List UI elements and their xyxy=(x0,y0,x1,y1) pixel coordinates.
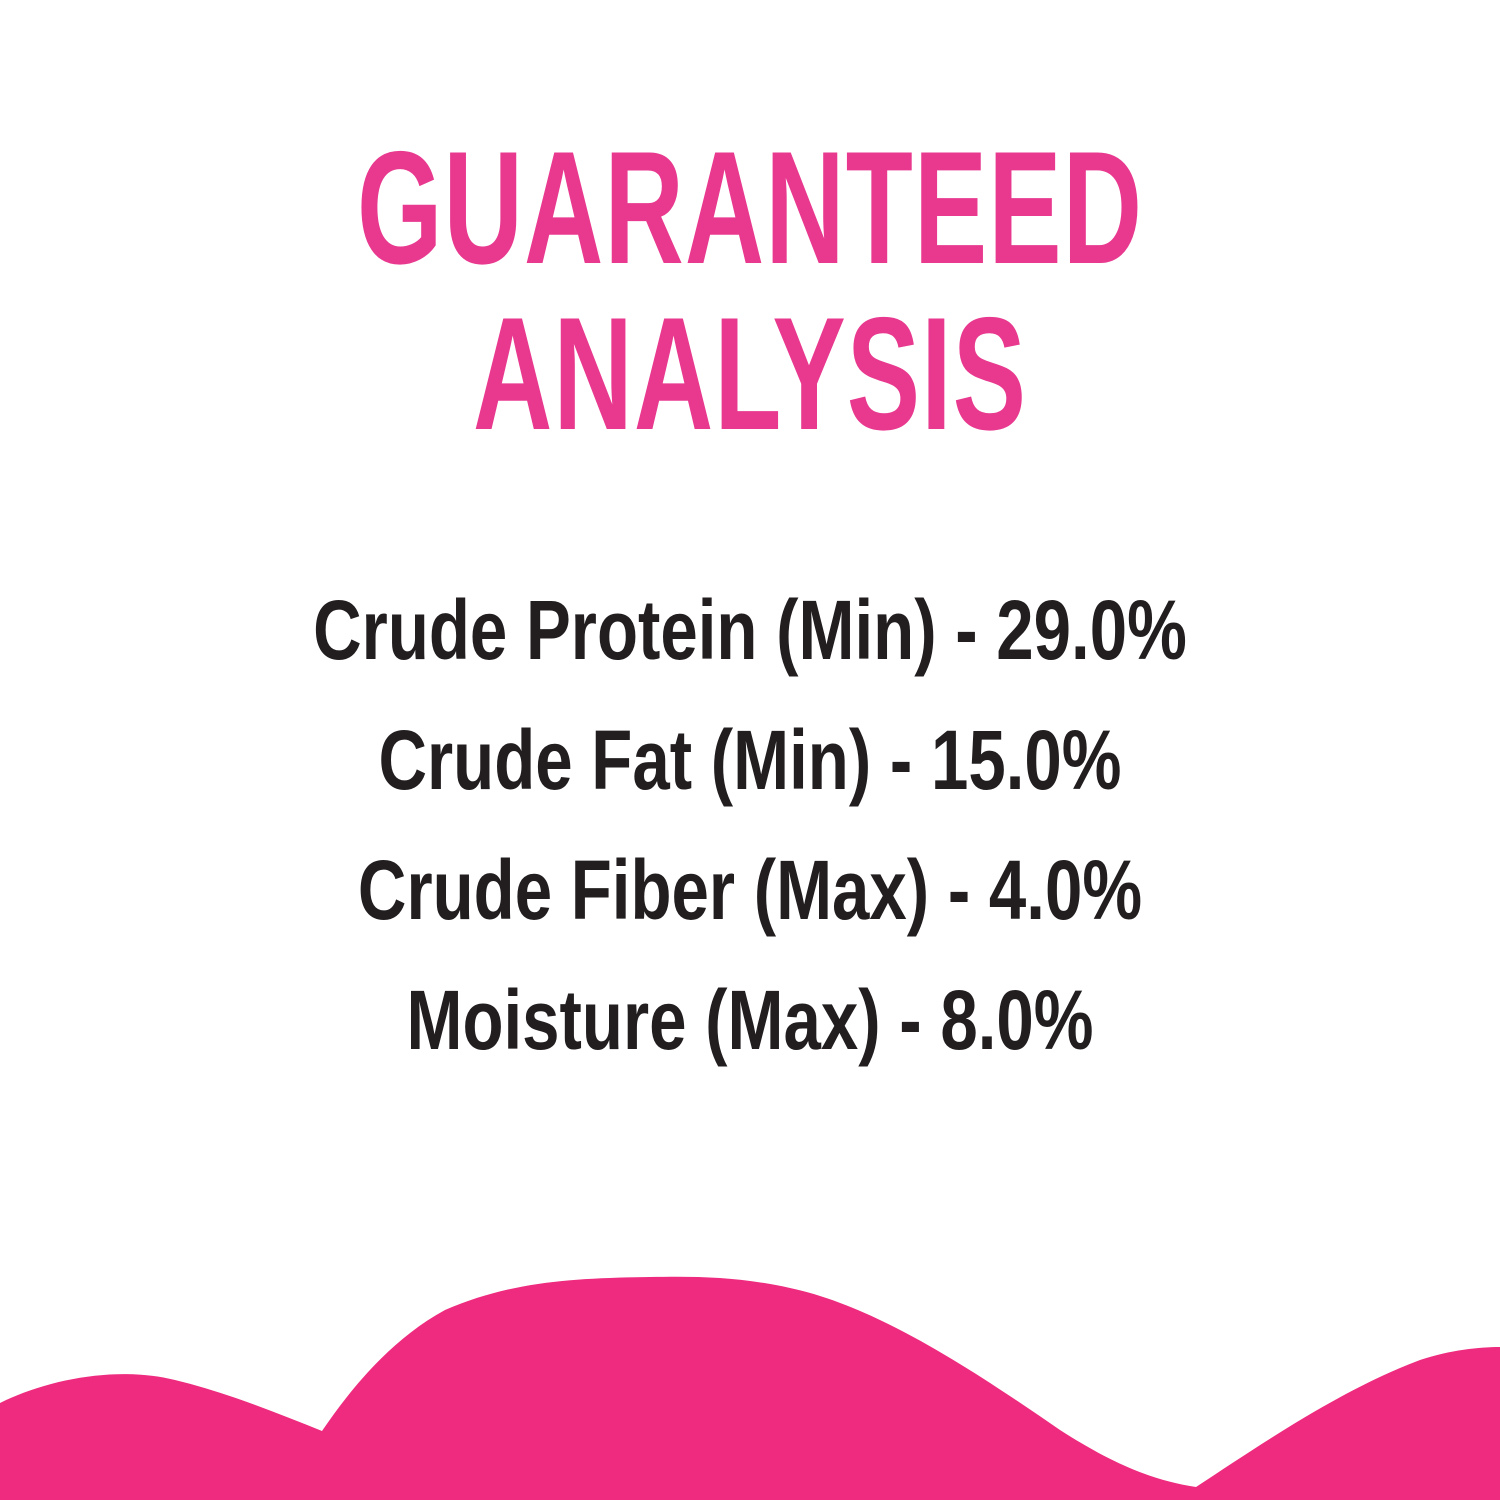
page-title-line-1: GUARANTEED xyxy=(356,118,1144,299)
analysis-row-moisture: Moisture (Max) - 8.0% xyxy=(406,973,1094,1067)
wave-path xyxy=(0,1276,1500,1500)
page-title-line-2: ANALYSIS xyxy=(472,284,1028,465)
analysis-row-crude-fat: Crude Fat (Min) - 15.0% xyxy=(378,713,1122,807)
analysis-row-crude-protein: Crude Protein (Min) - 29.0% xyxy=(313,583,1187,677)
analysis-row-crude-fiber: Crude Fiber (Max) - 4.0% xyxy=(357,843,1143,937)
pink-scallop-wave-decoration xyxy=(0,1276,1500,1500)
